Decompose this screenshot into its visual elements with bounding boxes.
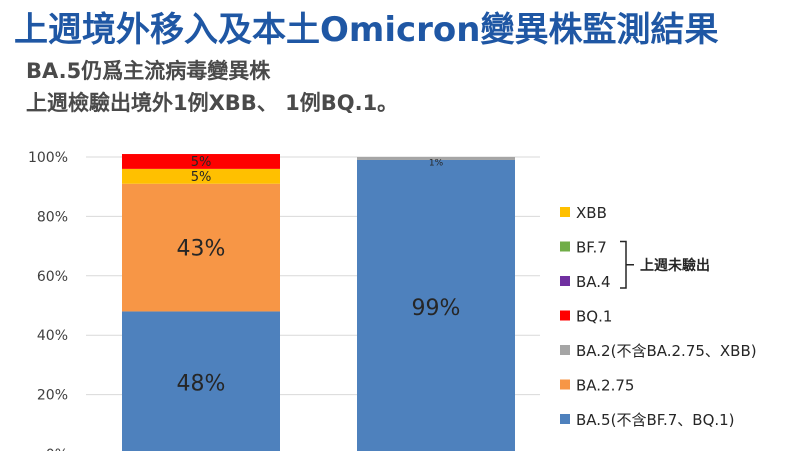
bar-segment <box>357 157 515 160</box>
page-title: 上週境外移入及本土Omicron變異株監測結果 <box>14 10 719 50</box>
legend-swatch <box>560 241 570 252</box>
data-label: 1% <box>429 159 444 169</box>
legend-entry: BA.2(不含BA.2.75、XBB) <box>576 342 757 360</box>
y-tick-label: 0% <box>46 447 68 451</box>
y-tick-label: 100% <box>28 150 68 166</box>
bar-segment <box>122 311 280 451</box>
subtitle-line-1: BA.5仍爲主流病毒變異株 <box>26 59 271 83</box>
legend-swatch <box>560 345 570 355</box>
data-label: 48% <box>177 372 226 397</box>
legend-entry: BF.7 <box>576 239 607 257</box>
bar-segment <box>122 154 280 169</box>
legend-entry: XBB <box>576 204 607 222</box>
data-label: 99% <box>412 296 461 321</box>
legend-swatch <box>560 207 570 217</box>
legend-entry: BA.4 <box>576 273 611 291</box>
bar-segment <box>122 168 280 184</box>
y-tick-label: 20% <box>37 388 68 404</box>
data-label: 43% <box>177 237 226 262</box>
data-label: 5% <box>191 155 212 170</box>
legend-swatch <box>560 276 570 286</box>
data-label: 5% <box>191 170 212 185</box>
bar-segment <box>357 159 515 451</box>
annotation-not-detected: 上週未驗出 <box>640 257 710 274</box>
subtitle-line-2: 上週檢驗出境外1例XBB、 1例BQ.1。 <box>26 91 399 115</box>
legend-swatch <box>560 379 570 390</box>
legend-entry: BQ.1 <box>576 308 612 326</box>
bar-segment <box>122 183 280 312</box>
legend-entry: BA.5(不含BF.7、BQ.1) <box>576 411 735 429</box>
legend-swatch <box>560 414 570 424</box>
y-tick-label: 60% <box>37 269 68 285</box>
y-tick-label: 80% <box>37 209 68 225</box>
legend-bracket <box>620 240 634 289</box>
legend-entry: BA.2.75 <box>576 377 634 395</box>
y-tick-label: 40% <box>37 328 68 344</box>
legend-swatch <box>560 310 570 321</box>
